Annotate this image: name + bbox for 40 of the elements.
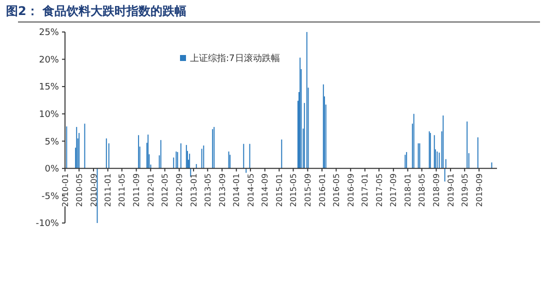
- x-tick-label: 2019-09: [474, 173, 484, 207]
- y-tick-label: 0%: [44, 164, 60, 175]
- x-tick-label: 2018-05: [418, 173, 427, 207]
- x-tick-label: 2017-01: [360, 173, 370, 207]
- x-tick-label: 2013-09: [218, 173, 227, 207]
- x-tick-label: 2019-05: [460, 173, 470, 207]
- x-tick-label: 2011-09: [132, 173, 142, 207]
- x-tick-label: 2016-05: [332, 173, 341, 207]
- x-tick-label: 2012-01: [146, 173, 156, 207]
- x-tick-label: 2014-09: [260, 173, 270, 207]
- x-tick-label: 2016-09: [346, 173, 356, 207]
- y-tick-label: 15%: [38, 82, 60, 93]
- x-tick-label: 2015-05: [289, 173, 298, 207]
- x-tick-label: 2014-05: [246, 173, 256, 207]
- y-tick-label: 25%: [38, 28, 60, 38]
- x-tick-label: 2012-05: [160, 173, 170, 207]
- y-tick-label: -5%: [41, 192, 60, 202]
- x-tick-label: 2018-01: [404, 173, 413, 207]
- x-tick-label: 2011-01: [104, 173, 113, 207]
- y-tick-label: 20%: [38, 55, 60, 66]
- x-tick-label: 2014-01: [232, 173, 242, 207]
- x-tick-label: 2019-01: [446, 173, 456, 207]
- x-tick-label: 2011-05: [118, 173, 127, 207]
- x-tick-label: 2010-05: [74, 173, 84, 207]
- x-tick-label: 2017-05: [374, 173, 384, 207]
- y-tick-label: -10%: [36, 219, 60, 230]
- chart-title: 图2： 食品饮料大跌时指数的跌幅: [6, 4, 187, 18]
- x-tick-label: 2010-01: [60, 173, 70, 207]
- x-tick-label: 2017-09: [389, 173, 398, 207]
- x-tick-label: 2015-09: [303, 173, 312, 207]
- y-tick-label: 5%: [44, 137, 60, 148]
- x-tick-label: 2016-01: [318, 173, 327, 207]
- x-tick-label: 2018-09: [432, 173, 442, 207]
- legend-label: 上证综指:7日滚动跌幅: [190, 53, 280, 64]
- x-tick-label: 2013-05: [203, 173, 212, 207]
- x-tick-label: 2012-09: [175, 173, 184, 207]
- x-tick-label: 2013-01: [189, 173, 198, 207]
- x-tick-label: 2015-01: [274, 173, 284, 207]
- x-tick-label: 2010-09: [89, 173, 98, 207]
- y-tick-label: 10%: [38, 110, 60, 120]
